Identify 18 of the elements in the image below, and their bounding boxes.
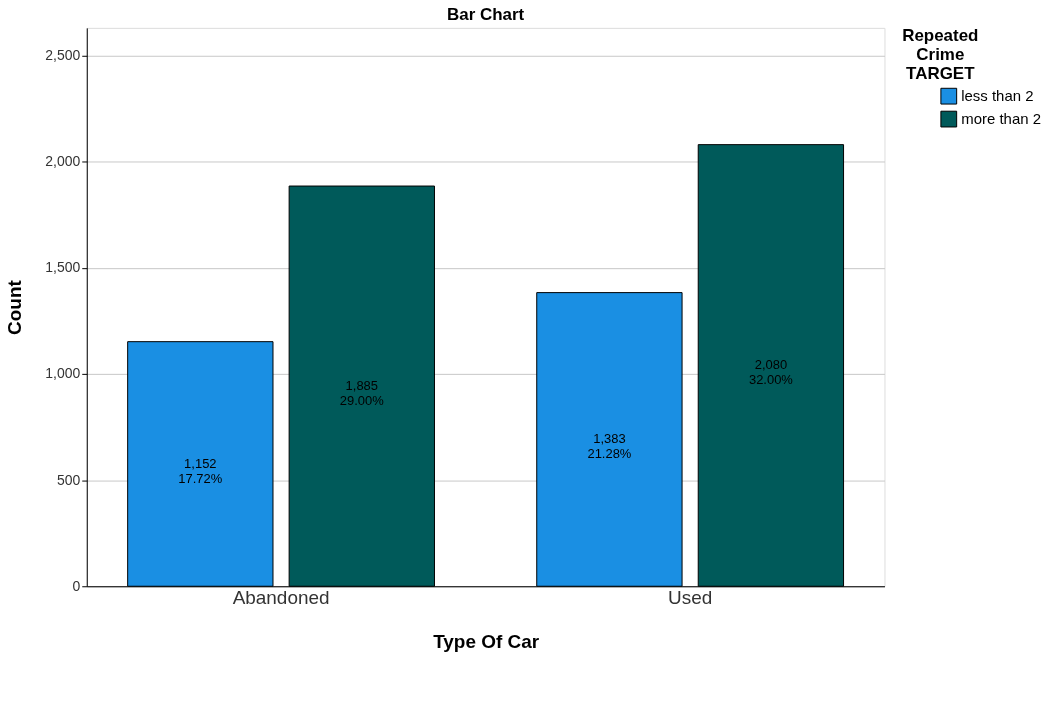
legend-label: more than 2 bbox=[961, 110, 1041, 128]
chart-title: Bar Chart bbox=[447, 4, 525, 24]
data-label: 1,152 17.72% bbox=[178, 455, 223, 486]
data-label: 2,080 32.00% bbox=[748, 357, 794, 388]
y-tick-label: 1,000 bbox=[45, 365, 81, 382]
legend-label: less than 2 bbox=[961, 87, 1034, 105]
y-axis-title: Count bbox=[4, 279, 26, 335]
data-label: 1,383 21.28% bbox=[587, 431, 632, 462]
data-label: 1,885 29.00% bbox=[339, 378, 385, 409]
y-tick-label: 500 bbox=[56, 471, 81, 488]
x-tick-label: Used bbox=[668, 586, 713, 608]
x-tick-label: Abandoned bbox=[232, 586, 330, 608]
x-axis-title: Type Of Car bbox=[433, 630, 540, 652]
legend-title: Repeated Crime TARGET bbox=[902, 25, 979, 83]
y-tick-label: 0 bbox=[72, 577, 81, 594]
y-tick-label: 1,500 bbox=[45, 259, 81, 276]
y-tick-label: 2,000 bbox=[45, 153, 81, 170]
y-tick-label: 2,500 bbox=[45, 46, 81, 63]
